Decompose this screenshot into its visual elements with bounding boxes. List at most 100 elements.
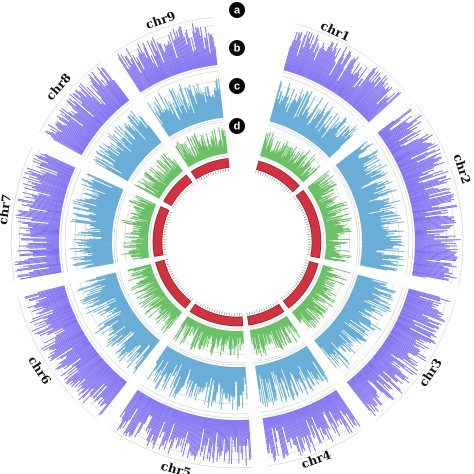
ideogram-tick (167, 216, 171, 218)
ideogram-tick (210, 172, 212, 176)
chromosome-label-chr2: chr2 (451, 152, 474, 186)
grid-arc-chr2-t0 (375, 133, 414, 276)
track-b-bars-chr1 (269, 80, 357, 158)
grid-arc-chr1-t0 (282, 71, 368, 125)
grid-arc-chr3-t2 (306, 271, 346, 331)
track-b-bars-chr3 (314, 274, 396, 369)
ideogram-tick (181, 193, 184, 196)
ideogram-tick (256, 310, 258, 314)
ideogram-tick (183, 291, 187, 294)
grid-arc-chr8-t2 (130, 145, 165, 184)
grid-arc-chr4-t0 (267, 422, 359, 458)
ideogram-tick (251, 311, 253, 315)
ideogram-tick (295, 200, 299, 203)
chromosome-label-chr5: chr5 (159, 459, 192, 474)
ideogram-tick (213, 309, 216, 313)
ideogram-tick (218, 310, 221, 314)
ideogram-tick (173, 203, 177, 206)
ideogram-tick (297, 202, 300, 205)
ideogram-tick (305, 223, 309, 226)
grid-arc-chr8-t1 (86, 104, 134, 159)
track-b-bars-chr8 (93, 110, 162, 182)
ideogram-tick (267, 305, 270, 309)
ideogram-tick (177, 283, 180, 286)
ideogram-tick (206, 306, 209, 310)
ideogram-tick (253, 310, 256, 314)
ideogram-tick (283, 186, 286, 189)
grid-arc-chr9-t2 (189, 155, 228, 170)
track-letter-d: d (234, 120, 241, 132)
ideogram-tick (175, 281, 179, 284)
grid-arc-chr6-t0 (65, 284, 129, 381)
track-a-bars-chr2 (377, 108, 461, 281)
ideogram-chr6 (155, 259, 192, 309)
ideogram-tick (303, 267, 307, 269)
track-b-bars-chr5 (147, 345, 248, 411)
track-a-bars-chr5 (116, 389, 252, 466)
ideogram-ticks (163, 168, 311, 316)
grid-arc-chr9-t1 (143, 70, 220, 98)
track-c-bars-chr9 (175, 127, 228, 168)
ideogram-chr1 (256, 160, 300, 193)
ideogram-tick (199, 303, 202, 307)
grid-arc-chr2-t0 (414, 102, 464, 286)
ideogram-tick (190, 184, 193, 187)
grid-arc-chr3-t0 (370, 298, 448, 414)
ideogram-tick (166, 218, 170, 221)
grid-arc-chr1-t1 (278, 85, 358, 134)
grid-arc-chr3-t2 (290, 264, 322, 311)
ideogram-tick (204, 305, 207, 309)
ideogram-tick (295, 282, 298, 285)
track-c-bars-chr8 (134, 153, 184, 199)
ideogram-tick (185, 292, 188, 296)
ideogram-tick (249, 311, 251, 315)
grid-arc-chr4-t1 (254, 343, 306, 365)
ideogram-tick (301, 271, 305, 274)
grid-arc-chr4-t0 (261, 387, 336, 417)
ideogram-tick (191, 297, 194, 301)
grid-arc-chr5-t0 (110, 429, 253, 469)
ideogram-tick (198, 178, 201, 182)
ideogram-tick (274, 302, 277, 305)
grid-arc-chr6-t2 (152, 262, 184, 311)
ideogram-tick (306, 228, 310, 230)
ideogram-tick (166, 263, 170, 266)
ideogram-tick (207, 173, 210, 177)
ideogram-tick (265, 306, 268, 310)
track-b-histogram (69, 78, 405, 411)
ideogram-tick (164, 254, 168, 256)
ideogram-tick (172, 277, 176, 280)
ideogram-chr4 (247, 303, 285, 326)
track-marker-d (229, 118, 245, 134)
ideogram-tick (302, 269, 306, 272)
ideogram-tick (184, 189, 187, 192)
ideogram-tick (263, 307, 265, 311)
grid-arc-chr5-t0 (138, 387, 250, 419)
ideogram-tick (200, 177, 203, 180)
track-marker-b (229, 40, 245, 56)
ideogram-tick (221, 311, 223, 315)
ideogram-tick (304, 262, 308, 264)
ideogram-tick (261, 308, 263, 312)
track-a-bars-chr7 (14, 153, 76, 280)
grid-arc-chr5-t1 (140, 384, 250, 415)
ideogram-tick (171, 275, 175, 277)
ideogram-tick (294, 198, 297, 201)
ideogram-tick (298, 204, 302, 207)
ideogram-tick (302, 214, 306, 216)
track-a-bars-chr8 (44, 66, 130, 156)
track-d-ideogram (152, 158, 322, 327)
ideogram-tick (304, 264, 308, 267)
track-c-bars-chr7 (121, 195, 157, 260)
track-a-bars-chr6 (24, 285, 128, 416)
ideogram-tick (167, 266, 171, 268)
chromosome-label-chr1: chr1 (318, 18, 352, 44)
grid-arc-chr4-t2 (252, 335, 301, 354)
ideogram-tick (212, 171, 215, 175)
grid-arc-chr7-t2 (149, 205, 159, 258)
grid-arc-chr6-t0 (17, 296, 99, 421)
ideogram-tick (299, 207, 303, 209)
ideogram-tick (170, 272, 174, 275)
grid-arc-chr7-t2 (124, 194, 136, 262)
